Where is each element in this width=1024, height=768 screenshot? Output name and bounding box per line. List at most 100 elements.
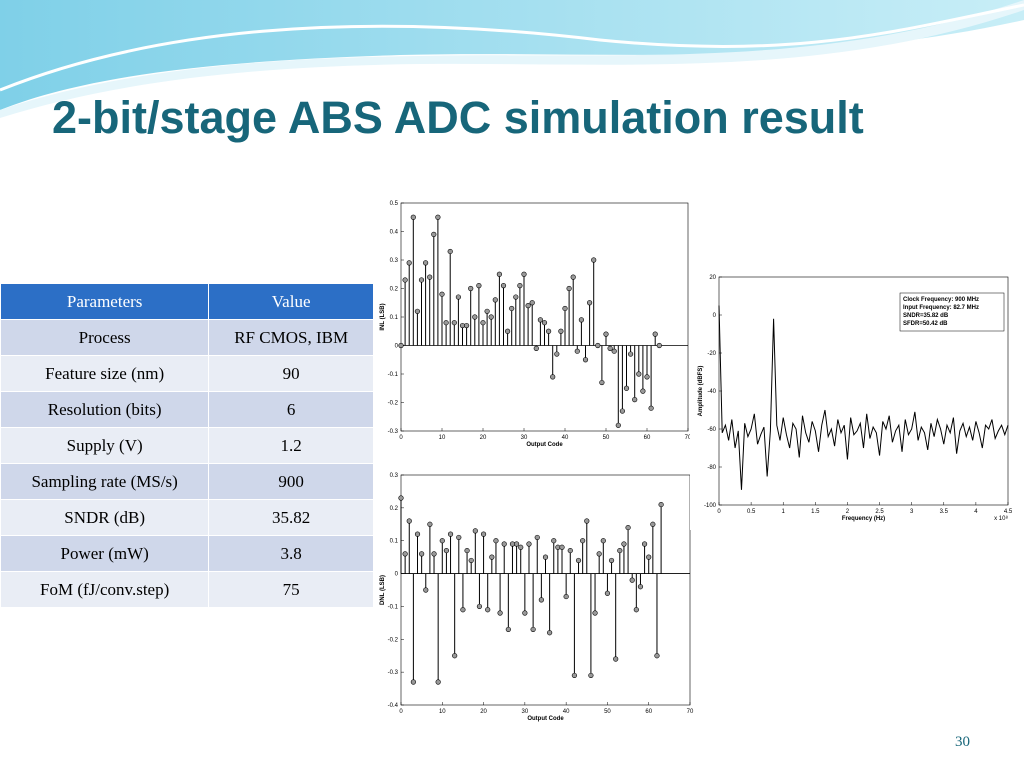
stem-head (559, 544, 565, 550)
stem-head (443, 320, 449, 326)
table-cell: 75 (208, 571, 374, 608)
y-tick-label: 0.2 (390, 287, 399, 293)
stem-head (633, 607, 639, 613)
stem-head (419, 551, 425, 557)
stem-head (542, 554, 549, 560)
stem-head (468, 285, 474, 292)
wave-line (0, 3, 1024, 92)
x-tick-label: 4 (974, 509, 978, 515)
stem (652, 331, 658, 346)
stem (447, 531, 454, 574)
stem-head (538, 597, 544, 603)
x-tick-label: 1.5 (811, 509, 820, 515)
stem (513, 294, 519, 346)
annotation: Input Frequency: 82.7 MHz (903, 305, 979, 311)
stem-head (525, 303, 531, 309)
stem (654, 573, 660, 659)
stem (464, 547, 470, 574)
stem (551, 538, 557, 574)
stem (571, 573, 578, 679)
x-tick-label: 40 (562, 435, 569, 441)
stem-head (625, 524, 631, 531)
stem (632, 345, 638, 403)
stem-head (489, 554, 495, 560)
y-tick-label: -0.3 (388, 429, 399, 435)
stem-head (529, 300, 535, 306)
stem (534, 534, 540, 574)
stem (637, 573, 644, 590)
stem-head (455, 294, 462, 300)
table-cell: Power (mW) (0, 535, 210, 572)
stem-head (496, 271, 503, 277)
stem (468, 285, 474, 346)
stem-head (604, 590, 611, 596)
stem (633, 573, 639, 613)
wave (0, 0, 1024, 118)
stem (586, 300, 593, 346)
annotation: SFDR=50.42 dB (903, 321, 948, 327)
stem (489, 554, 495, 574)
y-axis-label: INL (LSB) (380, 303, 386, 330)
stem-head (427, 521, 433, 527)
stem-head (537, 317, 544, 323)
y-tick-label: 20 (709, 275, 716, 281)
stem-head (574, 348, 580, 354)
stem (646, 554, 652, 574)
y-tick-label: -0.1 (388, 604, 399, 610)
stem-head (492, 297, 498, 303)
x-axis-label: Output Code (526, 442, 563, 448)
parameter-table: Parameters Value Process RF CMOS, IBM Featur… (0, 283, 374, 608)
x-tick-label: 1 (782, 509, 786, 515)
stem (521, 271, 527, 346)
stem-head (592, 610, 598, 616)
y-tick-label: 0.1 (390, 539, 399, 545)
annotation: SNDR=35.82 dB (903, 313, 949, 319)
stem-head (563, 593, 569, 600)
stem-head (518, 544, 524, 550)
table-cell: 90 (208, 355, 374, 392)
stem (603, 331, 609, 346)
stem-head (435, 214, 441, 220)
stem (414, 531, 421, 574)
stem (584, 518, 590, 574)
stem-head (646, 554, 652, 560)
x-tick-label: 20 (480, 435, 487, 441)
stem (582, 345, 589, 363)
stem-head (607, 345, 613, 351)
stem-head (406, 260, 412, 266)
stem (547, 573, 553, 636)
stem (541, 320, 548, 346)
y-axis-label: DNL (LSB) (380, 575, 386, 605)
stem (641, 541, 648, 574)
stem (615, 345, 621, 428)
stem (435, 214, 441, 346)
x-tick-label: 60 (645, 709, 652, 715)
table-cell: RF CMOS, IBM (208, 319, 374, 356)
y-tick-label: -0.4 (388, 703, 399, 709)
stem (619, 345, 626, 414)
stem-head (644, 374, 650, 380)
stem-head (551, 538, 557, 544)
stem (600, 538, 606, 574)
stem (648, 345, 654, 411)
stem-head (550, 374, 556, 380)
stem-head (526, 541, 532, 547)
table-row: Process RF CMOS, IBM (0, 319, 374, 356)
x-tick-label: 0 (399, 435, 403, 441)
stem (566, 285, 572, 346)
stem (599, 345, 605, 386)
stem-head (521, 271, 527, 277)
stem (538, 573, 544, 603)
stem (419, 551, 425, 574)
stem-head (575, 557, 582, 564)
stem (591, 257, 597, 346)
stem-head (410, 214, 416, 220)
stem (640, 345, 646, 394)
stem-head (476, 603, 483, 610)
table-cell: 900 (208, 463, 374, 500)
stem (431, 551, 437, 574)
x-tick-label: 50 (604, 709, 611, 715)
stem-head (636, 371, 642, 377)
